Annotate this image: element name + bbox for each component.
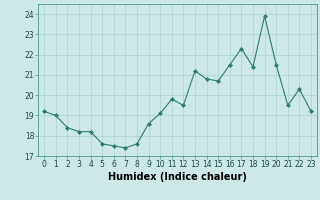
X-axis label: Humidex (Indice chaleur): Humidex (Indice chaleur) <box>108 172 247 182</box>
